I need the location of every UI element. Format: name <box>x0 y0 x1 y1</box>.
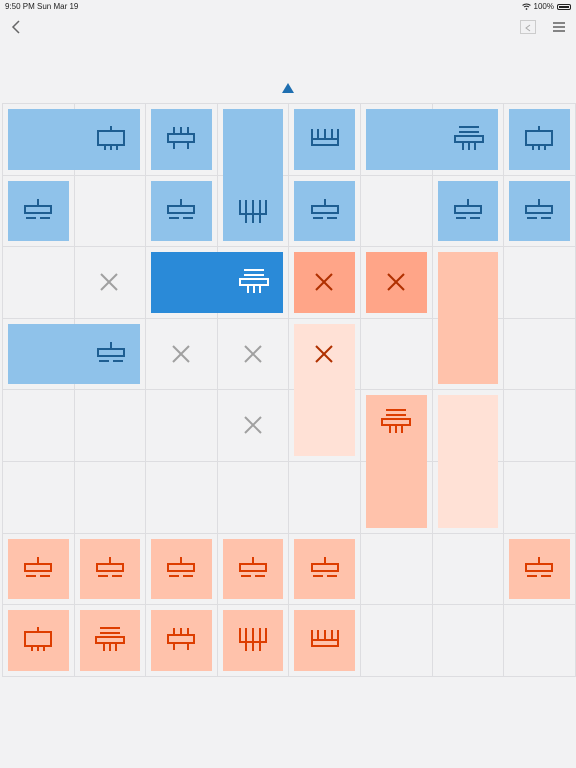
board-cell[interactable] <box>216 461 290 534</box>
x-mark-icon <box>243 344 262 363</box>
blue-piece[interactable] <box>294 109 355 170</box>
blue-piece[interactable] <box>509 109 570 170</box>
base-icon <box>525 556 554 577</box>
status-date: Sun Mar 19 <box>37 2 79 11</box>
blue-piece[interactable] <box>151 109 212 170</box>
double-comb-icon <box>167 628 196 651</box>
base-icon <box>24 198 53 219</box>
board-cell[interactable] <box>503 461 576 534</box>
status-time: 9:50 PM <box>5 2 35 11</box>
board-cell[interactable] <box>73 389 147 462</box>
stack-icon <box>381 409 412 434</box>
base-icon <box>97 342 126 363</box>
orange-piece[interactable] <box>222 538 284 600</box>
orange-piece[interactable] <box>79 610 141 671</box>
blue-piece[interactable] <box>8 323 141 385</box>
chevron-left-icon <box>11 20 20 34</box>
orange-piece[interactable] <box>151 538 212 600</box>
board-cell[interactable] <box>503 317 576 391</box>
base-icon <box>310 198 339 219</box>
share-icon <box>525 24 531 32</box>
stack-icon <box>94 627 125 652</box>
back-button[interactable] <box>8 18 26 36</box>
orange-piece[interactable] <box>509 538 570 600</box>
hamburger-menu-icon <box>553 22 565 32</box>
orange-piece[interactable] <box>151 610 212 671</box>
orange-piece[interactable] <box>294 323 355 456</box>
orange-piece[interactable] <box>8 538 69 600</box>
board-cell[interactable] <box>145 389 218 462</box>
comb-legs-icon <box>239 200 268 224</box>
blue-piece[interactable] <box>294 180 355 242</box>
blue-piece[interactable] <box>8 109 141 170</box>
blue-piece[interactable] <box>151 180 212 242</box>
board-cell[interactable] <box>360 317 433 391</box>
x-mark-icon <box>387 273 405 291</box>
blue-piece[interactable] <box>366 109 499 170</box>
base-icon <box>525 198 554 219</box>
comb-legs-icon <box>239 628 268 652</box>
battery-icon <box>557 3 571 10</box>
comb-icon <box>310 630 339 648</box>
base-icon <box>95 556 124 577</box>
orange-piece[interactable] <box>8 610 69 671</box>
blue-piece[interactable] <box>509 180 570 242</box>
board-cell[interactable] <box>431 604 505 677</box>
board-cell[interactable] <box>288 461 361 534</box>
board-cell[interactable] <box>360 604 433 677</box>
blue-piece[interactable] <box>151 252 284 313</box>
blue-piece[interactable] <box>437 180 499 242</box>
board-cell[interactable] <box>503 389 576 462</box>
base-icon <box>24 556 53 577</box>
base-icon <box>239 556 268 577</box>
double-comb-icon <box>167 127 196 150</box>
x-mark-icon <box>315 273 333 291</box>
board-cell[interactable] <box>2 461 75 534</box>
orange-piece[interactable] <box>437 252 499 385</box>
board-cell[interactable] <box>503 246 576 319</box>
base-icon <box>167 198 196 219</box>
board-cell[interactable] <box>73 174 147 248</box>
status-bar: 9:50 PM Sun Mar 19 100% <box>0 0 576 12</box>
x-mark-icon <box>315 344 333 363</box>
base-icon <box>310 556 339 577</box>
comb-icon <box>310 129 339 147</box>
board-cell[interactable] <box>145 461 218 534</box>
blue-piece[interactable] <box>222 109 284 242</box>
board-cell[interactable] <box>360 174 433 248</box>
board-cell[interactable] <box>73 461 147 534</box>
status-right: 100% <box>521 2 571 11</box>
connector-icon <box>97 126 126 151</box>
stack-icon <box>454 126 485 151</box>
base-icon <box>453 198 482 219</box>
orange-piece[interactable] <box>79 538 141 600</box>
x-mark-icon <box>243 416 262 434</box>
board-cell[interactable] <box>431 532 505 606</box>
stack-icon <box>239 269 270 294</box>
menu-button[interactable] <box>552 20 566 34</box>
turn-indicator-icon <box>282 83 294 93</box>
x-mark-icon <box>100 273 119 291</box>
orange-piece[interactable] <box>222 610 284 671</box>
orange-piece[interactable] <box>294 610 355 671</box>
orange-piece[interactable] <box>294 538 355 600</box>
battery-percent: 100% <box>533 2 554 11</box>
connector-icon <box>24 627 53 652</box>
connector-icon <box>525 126 554 151</box>
wifi-icon <box>521 3 531 10</box>
base-icon <box>167 556 196 577</box>
board-cell[interactable] <box>2 389 75 462</box>
orange-piece[interactable] <box>366 395 427 528</box>
x-mark-icon <box>172 344 190 363</box>
game-board <box>2 103 576 677</box>
board-cell[interactable] <box>2 246 75 319</box>
board-cell[interactable] <box>360 532 433 606</box>
blue-piece[interactable] <box>8 180 69 242</box>
share-button[interactable] <box>520 20 536 34</box>
orange-piece[interactable] <box>437 395 499 528</box>
board-cell[interactable] <box>503 604 576 677</box>
